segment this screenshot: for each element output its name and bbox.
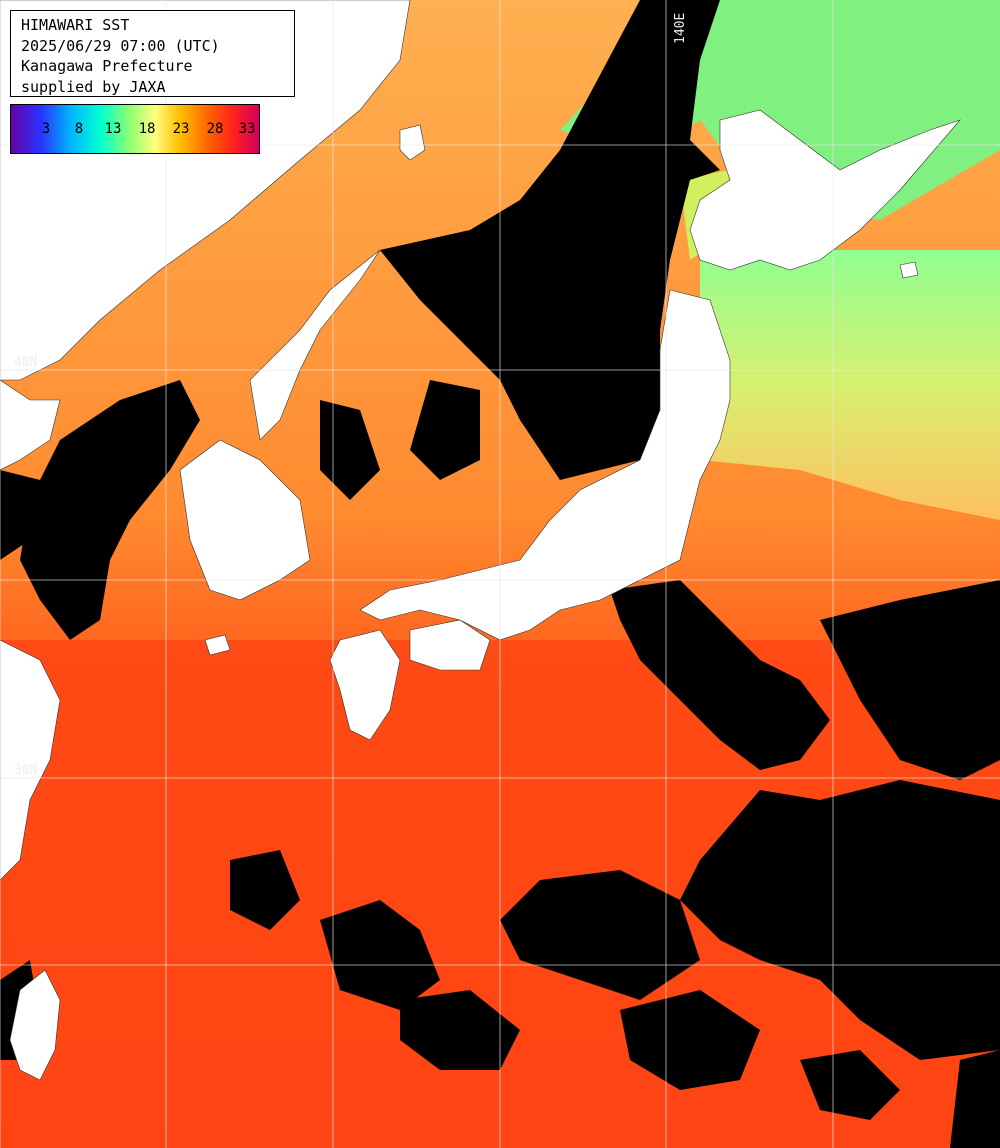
region-label: Kanagawa Prefecture bbox=[21, 57, 193, 75]
observation-datetime: 2025/06/29 07:00 (UTC) bbox=[21, 36, 220, 55]
legend-tick: 3 bbox=[41, 121, 51, 137]
cool-sea-northeast bbox=[700, 250, 1000, 520]
lat-label-30n: 30N bbox=[14, 763, 37, 778]
info-box: HIMAWARI SST 2025/06/29 07:00 (UTC) Kana… bbox=[10, 10, 295, 97]
honshu bbox=[359, 289, 731, 641]
hokkaido bbox=[689, 109, 961, 271]
credit-label: supplied by JAXA bbox=[21, 77, 166, 96]
legend-tick: 8 bbox=[74, 121, 84, 137]
product-title: HIMAWARI SST bbox=[21, 16, 130, 34]
color-scale-legend: 3 8 13 18 23 28 33 bbox=[10, 104, 260, 154]
legend-tick-labels: 3 8 13 18 23 28 33 bbox=[11, 121, 259, 141]
legend-tick: 23 bbox=[172, 121, 190, 137]
shikoku bbox=[409, 619, 491, 671]
lat-label-40n: 40N bbox=[14, 355, 37, 370]
legend-tick: 13 bbox=[104, 121, 122, 137]
legend-tick: 33 bbox=[238, 121, 256, 137]
legend-tick: 28 bbox=[206, 121, 224, 137]
taiwan bbox=[9, 969, 61, 1081]
legend-tick: 18 bbox=[138, 121, 156, 137]
lon-label-140e: 140E bbox=[673, 13, 688, 44]
